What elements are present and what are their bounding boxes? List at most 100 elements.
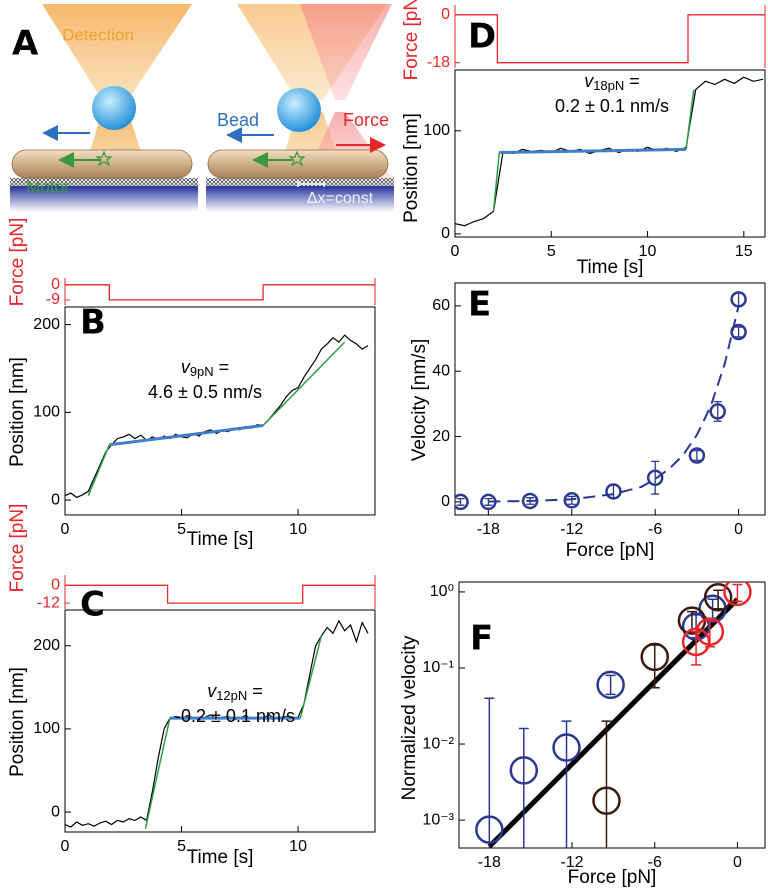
x-tick-label: 10 — [289, 521, 307, 538]
substrate — [206, 186, 394, 212]
x-tick-label: -6 — [648, 854, 662, 871]
point — [552, 733, 581, 762]
y-axis-label: Normalized velocity — [399, 635, 420, 800]
error-bar — [561, 720, 572, 848]
y-tick-label: 60 — [432, 297, 450, 314]
velocity-value: 4.6 ± 0.5 nm/s — [148, 382, 262, 402]
label: Motor — [26, 177, 70, 196]
plot-frame — [64, 609, 376, 833]
y-tick-label: 40 — [432, 362, 450, 379]
panel-letter: C — [80, 585, 105, 625]
motor-star — [288, 150, 306, 167]
fit-line — [299, 635, 323, 719]
force-axis-label: Force [pN] — [7, 504, 28, 593]
x-tick-label: 10 — [289, 838, 307, 855]
y-tick-label: 0 — [441, 493, 450, 510]
label: Δx=const — [307, 190, 374, 207]
error-bar — [651, 460, 660, 495]
error-bar — [601, 720, 612, 848]
x-tick-label: 0 — [733, 854, 742, 871]
error-bar — [605, 674, 616, 696]
fit-line — [109, 424, 264, 447]
error-bar — [609, 484, 618, 499]
label: Force — [343, 110, 389, 130]
x-tick-label: 0 — [734, 521, 743, 538]
diagram-force: Bead Force Δx=const — [206, 4, 394, 212]
force-tick-label: 0 — [51, 276, 60, 293]
error-bar — [734, 292, 743, 307]
point — [455, 493, 469, 511]
x-axis-label: Time [s] — [577, 257, 644, 278]
velocity-annotation: v12pN = — [207, 681, 263, 704]
point — [709, 403, 726, 420]
fit-line — [492, 152, 501, 212]
x-tick-label: -18 — [477, 521, 500, 538]
point — [695, 617, 725, 646]
plot-area — [455, 291, 747, 511]
y-axis-label: Position [nm] — [401, 113, 422, 223]
point — [605, 483, 622, 500]
velocity-equals: = — [252, 681, 263, 701]
panel-letter: F — [470, 619, 493, 659]
force-tick-label: 0 — [441, 6, 450, 23]
x-tick-label: 5 — [547, 243, 556, 260]
point — [730, 291, 747, 308]
motor-star — [95, 150, 113, 167]
plot-frame — [64, 306, 376, 516]
trap-cone — [300, 4, 392, 100]
x-tick-label: -12 — [560, 521, 583, 538]
y-tick-label: 20 — [432, 428, 450, 445]
point — [592, 786, 621, 815]
error-bar — [567, 495, 576, 505]
fit-line — [685, 89, 695, 150]
point — [688, 447, 706, 464]
panel-letter: B — [80, 303, 106, 343]
error-bar — [484, 498, 493, 506]
y-tick-label: 100 — [33, 720, 60, 737]
force-tick-label: -12 — [37, 594, 60, 611]
plot-frame — [458, 581, 766, 849]
x-tick-label: 15 — [735, 243, 753, 260]
bead — [92, 86, 136, 130]
point — [646, 469, 664, 486]
velocity-equals: = — [219, 357, 230, 377]
y-tick-label: 200 — [33, 316, 60, 333]
label: Detection — [62, 25, 134, 44]
fit-line — [144, 717, 171, 829]
error-bar — [692, 449, 701, 462]
force-trace — [455, 14, 765, 64]
fit-line — [87, 444, 110, 496]
y-tick-label: 10⁻³ — [422, 811, 454, 828]
diagram-detection: A Detection Motor — [10, 4, 198, 212]
y-axis-label: Velocity [nm/s] — [409, 339, 430, 462]
velocity-subscript: 9pN — [190, 364, 214, 379]
point — [475, 815, 504, 844]
point — [723, 582, 752, 607]
error-bar — [704, 619, 715, 648]
fit-line — [499, 147, 687, 154]
force-tick-label: -18 — [427, 54, 450, 71]
error-bar — [732, 583, 743, 603]
y-tick-label: 0 — [441, 225, 450, 242]
y-tick-label: 0 — [51, 491, 60, 508]
y-tick-label: 10⁰ — [430, 583, 454, 600]
y-axis-label: Position [nm] — [7, 667, 28, 777]
x-tick-label: 5 — [177, 838, 186, 855]
fit-line — [487, 597, 740, 848]
label: Bead — [217, 110, 259, 130]
point — [703, 583, 733, 612]
error-bar — [484, 697, 495, 848]
error-bar — [518, 727, 529, 848]
x-tick-label: 0 — [451, 243, 460, 260]
point — [596, 670, 625, 700]
point — [730, 323, 747, 341]
y-tick-label: 200 — [33, 637, 60, 654]
fit-line — [488, 305, 740, 503]
surface — [10, 178, 198, 186]
panel-letter: E — [468, 285, 491, 325]
plot-area — [475, 582, 752, 848]
surface — [206, 178, 394, 186]
point — [509, 756, 539, 785]
laser-cone — [42, 4, 192, 100]
